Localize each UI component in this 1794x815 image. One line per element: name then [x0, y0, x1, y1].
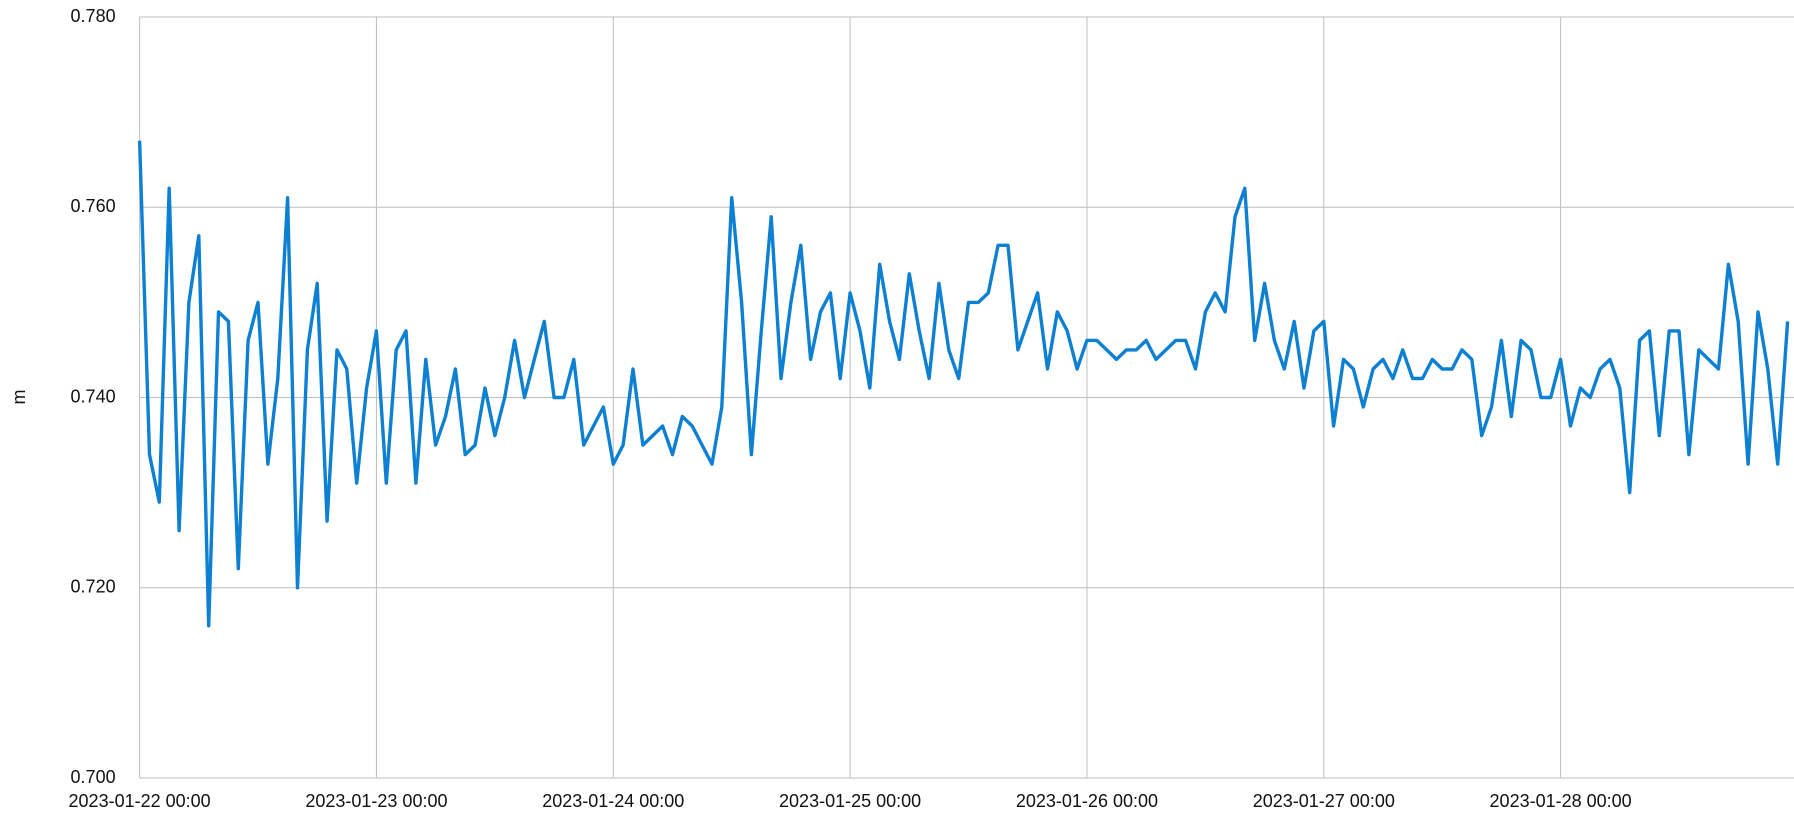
x-tick-label: 2023-01-22 00:00	[69, 791, 211, 811]
y-tick-label: 0.720	[71, 577, 116, 597]
x-tick-label: 2023-01-28 00:00	[1490, 791, 1632, 811]
x-tick-label: 2023-01-25 00:00	[779, 791, 921, 811]
y-axis-label: m	[9, 390, 29, 405]
x-tick-label: 2023-01-23 00:00	[305, 791, 447, 811]
x-tick-label: 2023-01-24 00:00	[542, 791, 684, 811]
y-tick-label: 0.780	[71, 6, 116, 26]
y-tick-label: 0.740	[71, 386, 116, 406]
x-tick-label: 2023-01-27 00:00	[1253, 791, 1395, 811]
data-line	[137, 140, 1790, 628]
y-tick-label: 0.700	[71, 767, 116, 787]
x-tick-label: 2023-01-26 00:00	[1016, 791, 1158, 811]
y-tick-label: 0.760	[71, 196, 116, 216]
